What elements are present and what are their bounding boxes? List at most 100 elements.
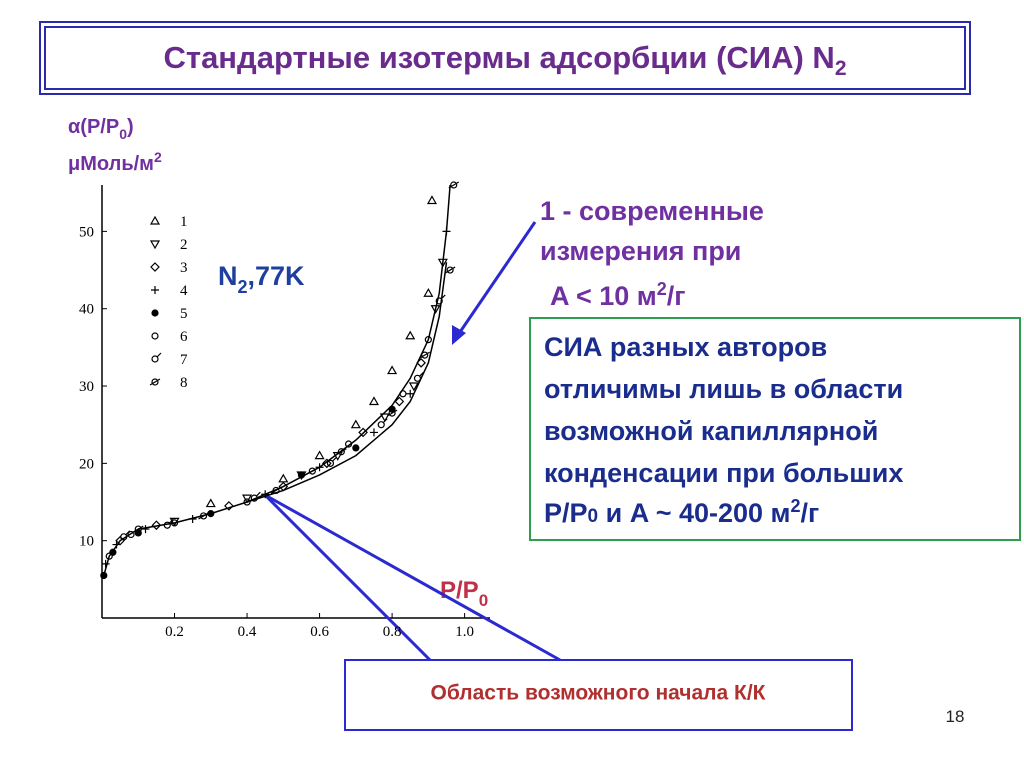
annotation: N2,77K (218, 261, 305, 297)
marker (127, 530, 135, 539)
legend-marker (149, 378, 161, 386)
note-line: конденсации при больших (544, 458, 903, 488)
y-unit: μМоль/м2 (68, 149, 162, 175)
legend-label: 5 (180, 306, 188, 322)
marker (423, 288, 434, 297)
legend-marker (151, 352, 162, 363)
callout-area: A < 10 м2/г (550, 279, 686, 311)
callout-line: измерения при (540, 236, 741, 266)
marker (205, 498, 216, 508)
legend-label: 1 (180, 214, 188, 230)
title-box (39, 21, 971, 95)
y-tick-label: 20 (79, 456, 94, 472)
marker (243, 498, 251, 506)
title-box-inner (44, 26, 966, 90)
page-number: 18 (946, 707, 965, 726)
marker (379, 413, 390, 423)
marker (437, 258, 448, 268)
legend-marker (149, 215, 161, 225)
x-label: P/P0 (440, 577, 488, 610)
marker (444, 266, 456, 274)
title: Стандартные изотермы адсорбции (СИА) N2 (164, 40, 847, 80)
bottom-box-text: Область возможного начала К/К (431, 682, 766, 705)
legend-marker (151, 309, 159, 317)
marker (406, 389, 415, 398)
marker (250, 491, 261, 502)
y-tick-label: 30 (79, 379, 94, 395)
marker (352, 444, 360, 452)
marker (105, 552, 113, 560)
pointer-line (263, 493, 432, 662)
marker (261, 490, 270, 499)
marker (109, 548, 117, 556)
marker (315, 463, 324, 472)
marker (242, 494, 253, 504)
y-tick-label: 40 (79, 302, 94, 318)
arrow-head (452, 325, 466, 345)
x-tick-label: 0.6 (310, 624, 329, 640)
marker (430, 305, 441, 314)
marker (120, 530, 131, 541)
marker (442, 227, 451, 236)
note-line: отличимы лишь в области (544, 374, 903, 404)
curve (246, 262, 448, 503)
note-line: СИА разных авторов (544, 332, 827, 362)
marker (416, 357, 426, 368)
legend-label: 4 (180, 283, 188, 299)
marker (408, 382, 419, 392)
marker (270, 486, 282, 494)
x-tick-label: 0.4 (238, 624, 257, 640)
marker (405, 330, 416, 340)
marker (368, 396, 379, 406)
bottom-box (344, 659, 853, 731)
marker (112, 540, 121, 549)
marker (100, 571, 108, 580)
marker (224, 501, 234, 511)
x-tick-label: 1.0 (455, 624, 474, 640)
marker (419, 351, 431, 359)
marker (132, 525, 144, 533)
marker (188, 515, 197, 524)
marker (413, 371, 424, 382)
marker (297, 471, 306, 479)
arrow (456, 221, 537, 336)
curve (103, 184, 451, 576)
marker (387, 365, 398, 375)
marker (278, 481, 289, 492)
x-tick-label: 0.2 (165, 624, 184, 640)
legend-label: 8 (180, 375, 188, 391)
legend-marker (149, 240, 161, 250)
marker (399, 390, 407, 398)
marker (435, 294, 446, 305)
marker (426, 195, 438, 205)
note-box (529, 317, 1021, 541)
legend-label: 2 (180, 237, 188, 253)
note-line: возможной капиллярной (544, 416, 878, 446)
marker (198, 512, 209, 520)
note-line: P/P0 и A ~ 40-200 м2/г (544, 496, 819, 528)
marker (424, 336, 432, 344)
marker (151, 520, 162, 531)
marker (163, 518, 174, 529)
legend-marker (151, 332, 159, 340)
marker (141, 525, 150, 534)
marker (207, 510, 215, 518)
legend-marker (150, 262, 160, 272)
y-tick-label: 50 (79, 224, 94, 240)
y-label: α(P/P0) (68, 116, 134, 142)
marker (369, 428, 378, 437)
legend-label: 7 (180, 352, 188, 368)
marker (386, 409, 398, 417)
marker (350, 419, 361, 429)
marker (321, 458, 332, 469)
marker (170, 519, 179, 527)
marker (336, 448, 347, 456)
marker (326, 456, 337, 467)
x-tick-label: 0.8 (383, 624, 402, 640)
marker (314, 450, 325, 460)
marker (101, 559, 110, 568)
marker (332, 452, 343, 461)
y-tick-label: 10 (79, 534, 94, 550)
marker (394, 396, 405, 407)
